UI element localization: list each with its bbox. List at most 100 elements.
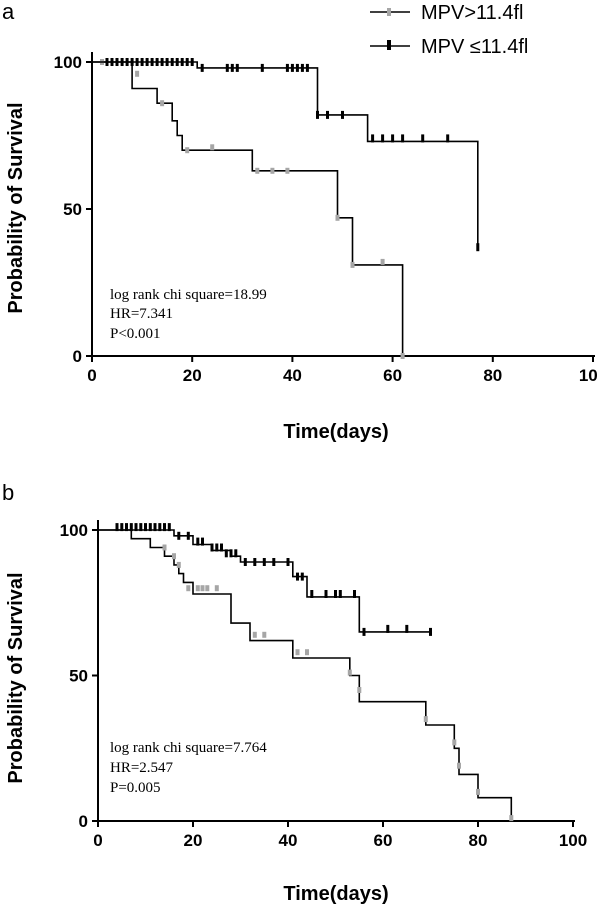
censor-mark	[400, 353, 405, 359]
plot-a: 0 20 40 60 80 100 0 50 100	[54, 52, 597, 385]
censor-mark	[144, 523, 147, 532]
censor-mark	[201, 537, 204, 546]
censor-mark	[401, 134, 405, 143]
y-axis-title-b: Probability of Survival	[5, 572, 27, 783]
y-tick-label: 50	[69, 667, 88, 686]
censor-mark	[295, 63, 299, 72]
censor-mark	[255, 167, 260, 174]
censor-mark	[260, 63, 264, 72]
x-axis-title-b: Time(days)	[283, 883, 388, 905]
survival-curve	[92, 61, 479, 248]
censor-mark	[175, 58, 179, 66]
censor-mark	[252, 631, 257, 638]
panel-b: b 0 20 40 60 80 100 0 50 100 log rank chi square…	[2, 480, 587, 905]
censor-mark	[262, 631, 267, 638]
series-low-mpv	[92, 58, 480, 252]
censor-mark	[423, 716, 428, 723]
x-tick-label: 100	[579, 366, 597, 385]
censor-mark	[429, 627, 432, 636]
survival-curve	[98, 529, 513, 821]
censor-mark	[476, 788, 480, 795]
censor-mark	[335, 214, 340, 221]
annotation-a-hr: HR=7.341	[110, 306, 173, 322]
censor-mark	[150, 58, 154, 66]
legend-label-low-mpv: MPV ≤11.4fl	[421, 36, 528, 58]
x-tick-label: 20	[183, 366, 202, 385]
x-tick-label: 60	[374, 831, 393, 850]
censor-mark	[300, 572, 304, 581]
censor-mark	[235, 63, 239, 72]
censor-mark	[338, 590, 342, 598]
survival-curve	[98, 529, 431, 633]
censor-mark	[270, 167, 275, 174]
x-tick-label: 40	[279, 831, 298, 850]
censor-mark	[253, 558, 257, 566]
panel-a: a MPV>11.4fl MPV ≤11.4fl 0 20 40 60 80 100 0 50…	[2, 0, 597, 443]
censor-mark	[160, 58, 164, 66]
annotation-b-chi: log rank chi square=7.764	[110, 740, 267, 756]
y-tick-label: 50	[63, 200, 82, 219]
censor-mark	[134, 523, 138, 532]
censor-mark	[153, 523, 157, 532]
legend-marker-low-mpv	[387, 40, 391, 50]
y-tick-label: 100	[54, 53, 82, 72]
censor-mark	[180, 58, 184, 66]
censor-mark	[380, 258, 385, 265]
annotation-a-chi: log rank chi square=18.99	[110, 287, 267, 303]
censor-mark	[185, 147, 190, 154]
panel-b-letter: b	[2, 480, 14, 505]
censor-mark	[110, 58, 114, 66]
censor-mark	[120, 58, 124, 66]
legend-label-high-mpv: MPV>11.4fl	[421, 2, 523, 24]
censor-mark	[158, 523, 162, 532]
censor-mark	[457, 762, 461, 769]
x-tick-label: 40	[283, 366, 302, 385]
annotation-b-hr: HR=2.547	[110, 760, 174, 776]
censor-mark	[334, 590, 337, 598]
censor-mark	[160, 100, 165, 107]
censor-mark	[300, 63, 304, 72]
censor-mark	[115, 58, 119, 66]
censor-mark	[446, 134, 450, 143]
annotation-a-p: P<0.001	[110, 326, 161, 342]
legend-marker-high-mpv	[387, 8, 391, 16]
censor-mark	[177, 531, 181, 540]
x-tick-label: 80	[483, 366, 502, 385]
censor-mark	[386, 624, 390, 633]
y-tick-label: 100	[60, 521, 88, 540]
censor-mark	[220, 543, 223, 552]
censor-mark	[362, 627, 366, 636]
plot-b: 0 20 40 60 80 100 0 50 100	[60, 520, 587, 850]
legend-item-high-mpv: MPV>11.4fl	[370, 2, 523, 24]
censor-mark	[170, 58, 174, 66]
censor-mark	[476, 243, 480, 252]
censor-mark	[262, 558, 266, 566]
censor-mark	[130, 58, 134, 66]
x-axis-title-a: Time(days)	[283, 421, 388, 443]
censor-mark	[135, 58, 139, 66]
censor-mark	[162, 544, 167, 551]
y-tick-label: 0	[79, 812, 88, 831]
x-tick-label: 60	[383, 366, 402, 385]
censor-mark	[135, 70, 140, 77]
censor-mark	[224, 549, 228, 558]
censor-mark	[357, 687, 362, 693]
censor-mark	[115, 523, 119, 532]
censor-mark	[176, 561, 181, 568]
censor-mark	[165, 58, 169, 66]
censor-mark	[195, 585, 200, 592]
x-tick-label: 20	[184, 831, 203, 850]
censor-mark	[225, 63, 229, 72]
censor-mark	[230, 63, 234, 72]
censor-mark	[200, 585, 205, 592]
x-tick-label: 0	[93, 831, 102, 850]
censor-mark	[305, 649, 309, 656]
censor-mark	[324, 590, 328, 598]
censor-mark	[148, 523, 152, 532]
censor-mark	[139, 523, 143, 532]
censor-mark	[129, 523, 133, 532]
censor-mark	[172, 553, 176, 560]
censor-mark	[272, 558, 276, 566]
censor-mark	[347, 669, 352, 676]
legend-item-low-mpv: MPV ≤11.4fl	[370, 36, 528, 58]
